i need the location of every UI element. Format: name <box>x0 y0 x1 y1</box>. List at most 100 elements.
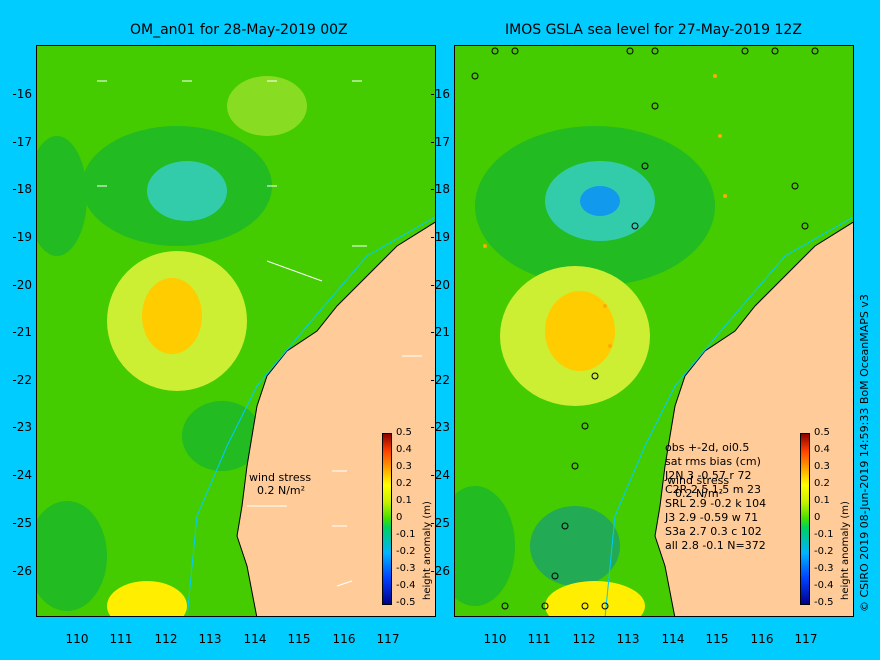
left-map-panel[interactable]: wind stress 0.2 N/m² <box>36 45 436 617</box>
lat-tick: -22 <box>430 373 450 387</box>
lat-tick: -19 <box>12 230 32 244</box>
colorbar-tick: 0.4 <box>814 444 830 455</box>
colorbar-tick: 0.3 <box>814 461 830 472</box>
anomaly-blob <box>37 501 107 611</box>
lon-tick: 116 <box>332 632 356 646</box>
colorbar-tick: -0.1 <box>814 529 834 540</box>
legend-line: sat rms bias (cm) <box>665 455 761 468</box>
lat-tick: -16 <box>430 87 450 101</box>
anomaly-blob <box>107 581 187 616</box>
lat-tick: -25 <box>430 516 450 530</box>
colorbar-tick: -0.5 <box>396 597 416 608</box>
colorbar-tick: 0.1 <box>396 495 412 506</box>
lat-tick: -19 <box>430 230 450 244</box>
lon-tick: 114 <box>243 632 267 646</box>
left-wind-scale: 0.2 N/m² <box>257 484 306 497</box>
lat-tick: -25 <box>12 516 32 530</box>
lat-tick: -18 <box>12 182 32 196</box>
right-map-svg <box>455 46 853 616</box>
wind-stress-arrows <box>97 80 422 587</box>
colorbar-tick: 0.1 <box>814 495 830 506</box>
credit-text: © CSIRO 2019 08-Jun-2019 14:59:33 BoM Oc… <box>858 294 871 612</box>
legend-line: all 2.8 -0.1 N=372 <box>665 539 766 552</box>
lat-tick: -16 <box>12 87 32 101</box>
lon-tick: 114 <box>661 632 685 646</box>
anomaly-blob <box>37 136 87 256</box>
colorbar-tick: 0.5 <box>814 427 830 438</box>
colorbar-tick: -0.5 <box>814 597 834 608</box>
lat-tick: -23 <box>12 420 32 434</box>
lat-tick: -22 <box>12 373 32 387</box>
colorbar-tick: 0.3 <box>396 461 412 472</box>
lon-tick: 110 <box>483 632 507 646</box>
lat-tick: -26 <box>12 564 32 578</box>
low-anomaly-center <box>580 186 620 216</box>
anomaly-blob <box>455 486 515 606</box>
anomaly-blob <box>227 76 307 136</box>
colorbar-tick: -0.3 <box>814 563 834 574</box>
legend-line: S3a 2.7 0.3 c 102 <box>665 525 762 538</box>
legend-line: SRL 2.9 -0.2 k 104 <box>665 497 767 510</box>
anomaly-blob <box>545 581 645 616</box>
lat-tick: -20 <box>12 278 32 292</box>
satellite-track-markers <box>471 47 819 610</box>
right-colorbar-label: height anomaly (m) <box>840 501 851 600</box>
lat-tick: -17 <box>430 135 450 149</box>
lat-tick: -24 <box>12 468 32 482</box>
left-panel-title: OM_an01 for 28-May-2019 00Z <box>130 22 348 38</box>
right-wind-label: wind stress <box>667 474 730 487</box>
colorbar-tick: -0.4 <box>396 580 416 591</box>
lat-tick: -23 <box>430 420 450 434</box>
legend-line: J3 2.9 -0.59 w 71 <box>665 511 759 524</box>
shelf-contour <box>604 216 853 616</box>
right-panel-title: IMOS GSLA sea level for 27-May-2019 12Z <box>505 22 802 38</box>
colorbar-tick: 0.2 <box>396 478 412 489</box>
shelf-contour <box>186 216 435 616</box>
lon-tick: 117 <box>794 632 818 646</box>
lon-tick: 115 <box>287 632 311 646</box>
colorbar-tick: -0.2 <box>396 546 416 557</box>
low-anomaly-core <box>147 161 227 221</box>
legend-line: C2R 2.5 1.5 m 23 <box>665 483 762 496</box>
lat-tick: -18 <box>430 182 450 196</box>
lon-tick: 116 <box>750 632 774 646</box>
colorbar-tick: 0.2 <box>814 478 830 489</box>
lat-tick: -20 <box>430 278 450 292</box>
lon-tick: 115 <box>705 632 729 646</box>
lat-tick: -21 <box>12 325 32 339</box>
lon-tick: 110 <box>65 632 89 646</box>
anomaly-blob <box>182 401 262 471</box>
left-map-svg <box>37 46 435 616</box>
legend-line: obs +-2d, oi0.5 <box>665 441 750 454</box>
left-colorbar <box>382 433 392 605</box>
colorbar-tick: -0.3 <box>396 563 416 574</box>
lon-tick: 117 <box>376 632 400 646</box>
right-wind-scale: 0.2 N/m² <box>675 487 724 500</box>
high-anomaly-core <box>545 291 615 371</box>
lat-tick: -17 <box>12 135 32 149</box>
legend-line: J2N 3 -0.57 r 72 <box>665 469 752 482</box>
right-legend: obs +-2d, oi0.5 sat rms bias (cm) J2N 3 … <box>665 441 766 553</box>
left-colorbar-label: height anomaly (m) <box>422 501 433 600</box>
lon-tick: 113 <box>616 632 640 646</box>
right-colorbar <box>800 433 810 605</box>
right-map-panel[interactable]: obs +-2d, oi0.5 sat rms bias (cm) J2N 3 … <box>454 45 854 617</box>
colorbar-tick: -0.4 <box>814 580 834 591</box>
lon-tick: 112 <box>572 632 596 646</box>
colorbar-tick: 0 <box>814 512 821 523</box>
lon-tick: 113 <box>198 632 222 646</box>
lon-tick: 112 <box>154 632 178 646</box>
lon-tick: 111 <box>527 632 551 646</box>
lat-tick: -24 <box>430 468 450 482</box>
lat-tick: -26 <box>430 564 450 578</box>
observation-points <box>483 74 727 348</box>
high-anomaly-core <box>142 278 202 354</box>
lon-tick: 111 <box>109 632 133 646</box>
lat-tick: -21 <box>430 325 450 339</box>
left-wind-label: wind stress <box>249 471 312 484</box>
colorbar-tick: 0.4 <box>396 444 412 455</box>
colorbar-tick: -0.2 <box>814 546 834 557</box>
colorbar-tick: 0.5 <box>396 427 412 438</box>
colorbar-tick: 0 <box>396 512 403 523</box>
anomaly-blob <box>530 506 620 586</box>
